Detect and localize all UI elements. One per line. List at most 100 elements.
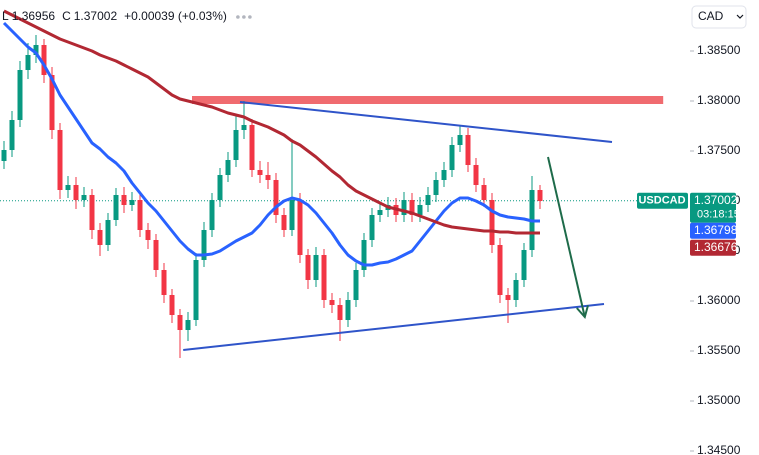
- candle-body: [153, 240, 159, 270]
- candle-body: [537, 190, 543, 201]
- candle-body: [33, 45, 39, 55]
- y-tick-label: 1.35000: [697, 393, 741, 407]
- candle-body: [433, 180, 439, 195]
- candle-body: [409, 200, 415, 215]
- y-tick-label: 1.38500: [697, 43, 741, 57]
- candle-body: [49, 75, 55, 130]
- menu-dot: [248, 15, 252, 19]
- candle-body: [129, 200, 135, 205]
- ma-price-label: 1.36676: [694, 240, 738, 254]
- menu-dot: [236, 15, 240, 19]
- candle-body: [73, 185, 79, 200]
- candle-body: [9, 120, 15, 150]
- candle-body: [209, 200, 215, 230]
- candle-body: [401, 200, 407, 215]
- last-price-bg: [690, 192, 736, 223]
- candle-body: [217, 175, 223, 200]
- legend-value: 1.37002: [74, 9, 118, 23]
- last-price-label: 1.37002: [694, 193, 738, 207]
- candle-body: [337, 305, 343, 320]
- candle-body: [353, 270, 359, 300]
- y-tick-label: 1.36000: [697, 293, 741, 307]
- moving-average: [3, 9, 540, 235]
- projection-arrow: [547, 156, 586, 318]
- y-tick-label: 1.37500: [697, 143, 741, 157]
- candle-body: [1, 150, 7, 161]
- candle-body: [121, 195, 127, 205]
- candle-body: [137, 200, 143, 230]
- countdown-label: 03:18:15: [697, 209, 740, 221]
- candle-body: [521, 250, 527, 280]
- candle-body: [161, 270, 167, 295]
- candle-body: [169, 295, 175, 315]
- candle-body: [249, 125, 255, 170]
- candle-body: [473, 165, 479, 185]
- currency-label: CAD: [698, 9, 724, 23]
- legend-value: +0.00039 (+0.03%): [124, 9, 227, 23]
- candle-body: [425, 195, 431, 205]
- candle-body: [273, 180, 279, 215]
- candle-body: [417, 205, 423, 215]
- trend-line: [183, 303, 605, 351]
- candle-body: [369, 215, 375, 240]
- candle-body: [289, 200, 295, 230]
- candle-body: [441, 170, 447, 180]
- symbol-label: USDCAD: [638, 195, 685, 207]
- ma-price-bg: [690, 222, 736, 239]
- y-tick-label: 1.34500: [697, 443, 741, 455]
- candle-body: [81, 195, 87, 200]
- candle-body: [57, 130, 63, 190]
- candle-body: [265, 175, 271, 180]
- currency-dropdown[interactable]: [691, 5, 747, 29]
- candle-body: [257, 170, 263, 175]
- candle-body: [329, 300, 335, 305]
- candle-body: [361, 240, 367, 270]
- candle-body: [457, 135, 463, 145]
- ma-price-bg: [690, 239, 736, 256]
- candle-body: [193, 260, 199, 320]
- candle-body: [225, 160, 231, 175]
- candle-body: [201, 230, 207, 260]
- candle-body: [321, 255, 327, 300]
- candle-body: [113, 195, 119, 220]
- candle-body: [105, 220, 111, 245]
- trend-line: [239, 101, 613, 143]
- y-tick-label: 1.38000: [697, 93, 741, 107]
- candle-body: [449, 145, 455, 170]
- y-tick-label: 1.35500: [697, 343, 741, 357]
- symbol-label-bg: [637, 192, 688, 209]
- legend-value: 1.36956: [12, 9, 56, 23]
- candle-body: [185, 320, 191, 330]
- candle-body: [313, 255, 319, 280]
- legend-label: C: [62, 9, 71, 23]
- candle-body: [241, 125, 247, 130]
- candle-body: [177, 315, 183, 330]
- candle-body: [17, 70, 23, 120]
- legend-label: L: [2, 9, 9, 23]
- ma-price-label: 1.36798: [694, 223, 738, 237]
- candle-body: [497, 245, 503, 295]
- candle-body: [305, 255, 311, 280]
- candle-body: [489, 200, 495, 245]
- candle-body: [345, 300, 351, 320]
- candle-body: [481, 185, 487, 200]
- dropdown-caret: [736, 14, 744, 19]
- candle-body: [97, 230, 103, 245]
- candle-body: [281, 215, 287, 230]
- candle-body: [65, 185, 71, 190]
- resistance-zone: [192, 96, 664, 104]
- menu-dot: [242, 15, 246, 19]
- arrow-head: [576, 305, 589, 320]
- candle-body: [233, 130, 239, 160]
- candle-body: [145, 230, 151, 240]
- candle-body: [41, 45, 47, 75]
- candle-body: [505, 295, 511, 300]
- candle-body: [25, 55, 31, 70]
- moving-average: [2, 21, 540, 267]
- candle-body: [465, 135, 471, 165]
- candle-body: [513, 280, 519, 300]
- candle-body: [297, 200, 303, 255]
- candle-body: [377, 210, 383, 215]
- candle-body: [89, 195, 95, 230]
